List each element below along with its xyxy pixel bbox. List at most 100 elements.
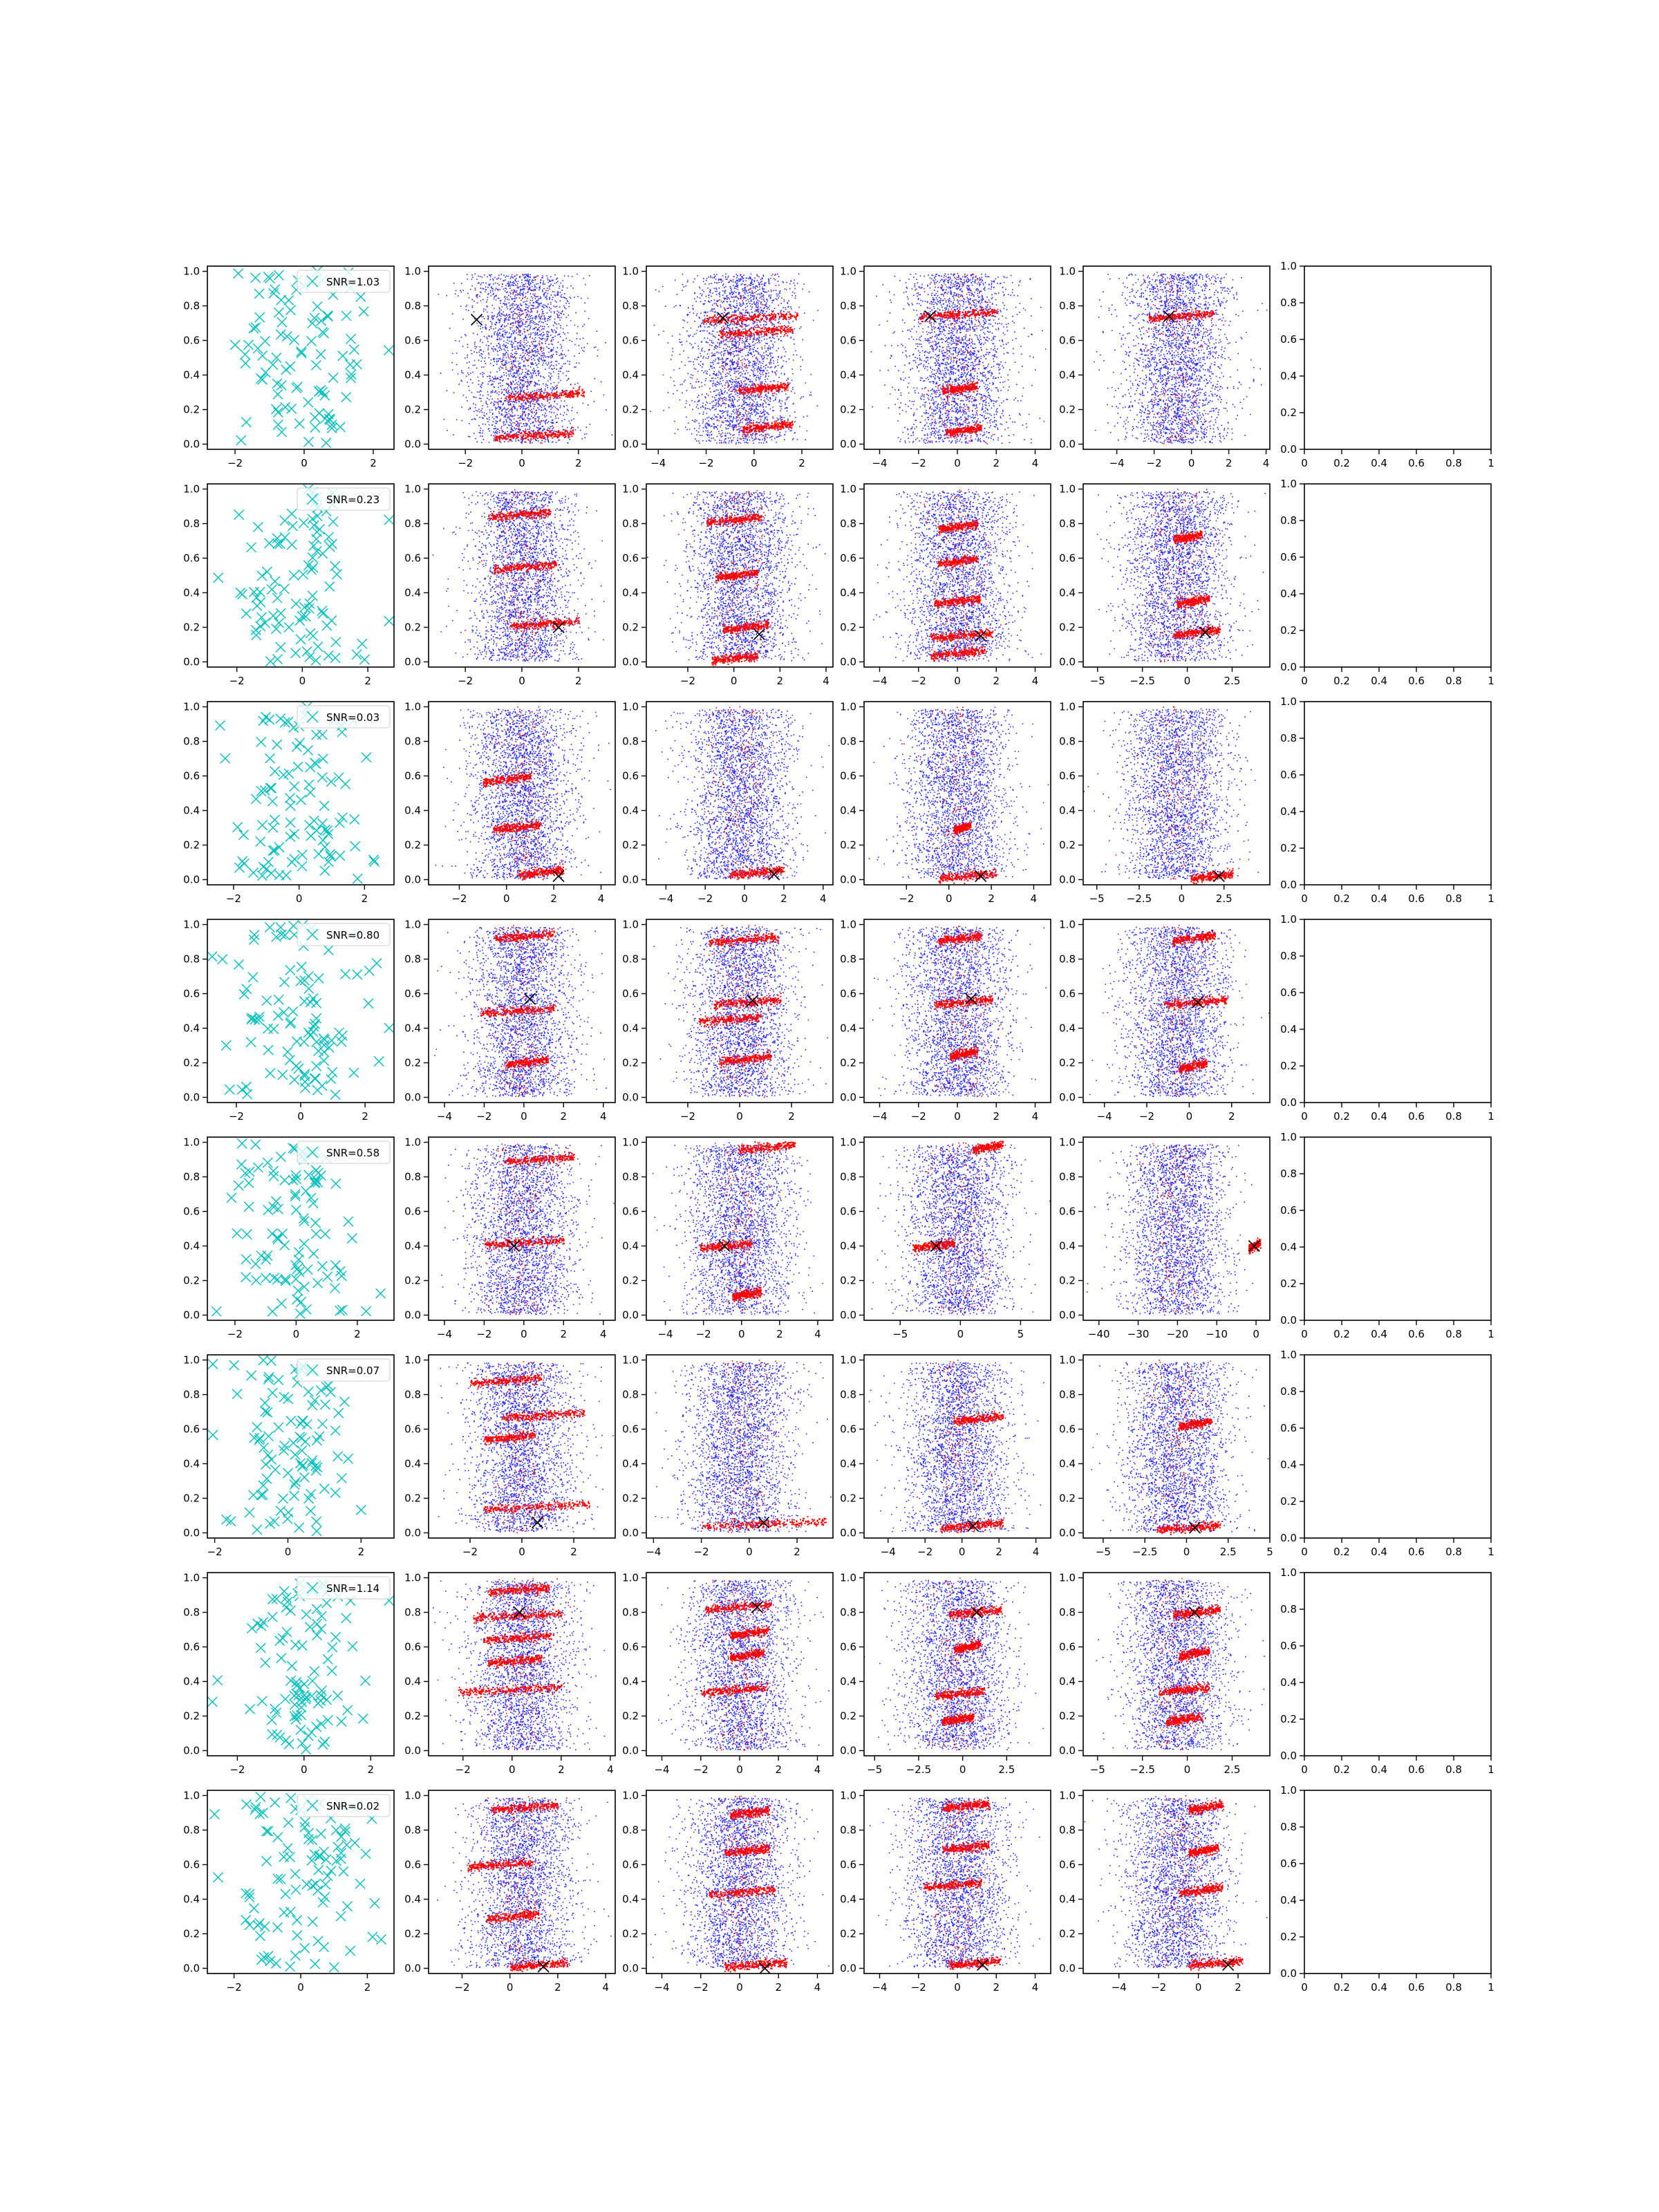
data-point bbox=[229, 339, 241, 350]
plot-area bbox=[650, 273, 818, 445]
data-point bbox=[303, 744, 314, 756]
data-point bbox=[229, 1360, 240, 1371]
data-point bbox=[343, 1216, 354, 1227]
data-point bbox=[316, 1624, 327, 1634]
data-point bbox=[266, 584, 277, 595]
mode-marker bbox=[971, 1606, 983, 1619]
data-point bbox=[315, 1170, 326, 1181]
y-tick-label: 0.0 bbox=[183, 1091, 200, 1104]
y-tick-label: 1.0 bbox=[840, 1354, 856, 1367]
data-point bbox=[270, 1196, 281, 1207]
legend-marker bbox=[306, 1146, 319, 1159]
data-point bbox=[335, 1853, 346, 1864]
x-tick-label: 0 bbox=[741, 892, 748, 905]
axes-frame bbox=[1082, 483, 1271, 668]
mode-marker bbox=[747, 994, 759, 1007]
data-point bbox=[247, 972, 259, 983]
data-point bbox=[251, 592, 262, 603]
x-tick-label: 4 bbox=[607, 1763, 614, 1776]
red-band bbox=[938, 519, 979, 535]
y-tick-label: 1.0 bbox=[1280, 478, 1297, 490]
y-tick-label: 0.2 bbox=[183, 1275, 200, 1287]
blue-samples bbox=[650, 1797, 830, 1968]
x-tick-label: 0.6 bbox=[1408, 457, 1425, 469]
subplot-r5-c2: −4 −2 0 2 4 0.0 0.2 0.4 0.6 0.8 1.0 bbox=[404, 1136, 616, 1340]
red-band bbox=[729, 865, 785, 880]
data-point bbox=[263, 856, 274, 868]
data-point bbox=[384, 1022, 394, 1033]
subplot-r1-c1: −2 0 2 0.0 0.2 0.4 0.6 0.8 1.0 SNR=1.03 bbox=[183, 265, 395, 469]
data-point bbox=[361, 752, 372, 763]
data-point bbox=[322, 1271, 333, 1282]
y-tick-label: 0.8 bbox=[622, 518, 639, 530]
data-point bbox=[250, 1258, 261, 1269]
data-point bbox=[268, 610, 279, 621]
data-point bbox=[251, 1275, 262, 1286]
data-point bbox=[294, 1308, 306, 1319]
x-tick-label: −2 bbox=[697, 892, 713, 905]
y-tick-label: 0.0 bbox=[622, 1962, 639, 1975]
red-band bbox=[488, 507, 552, 522]
data-point bbox=[276, 929, 287, 940]
x-tick-label: 2.5 bbox=[1220, 1546, 1237, 1558]
data-point bbox=[289, 1711, 300, 1722]
data-point bbox=[317, 606, 328, 617]
data-point bbox=[233, 1180, 244, 1191]
data-point bbox=[263, 1431, 274, 1442]
x-tick-label: 2.5 bbox=[998, 1763, 1015, 1776]
red-samples bbox=[1131, 1360, 1214, 1531]
red-band bbox=[487, 1654, 543, 1669]
data-point bbox=[256, 570, 268, 581]
y-tick-label: 0.4 bbox=[183, 1458, 200, 1470]
data-point bbox=[270, 1797, 281, 1808]
y-tick-label: 0.0 bbox=[1059, 874, 1076, 886]
data-point bbox=[336, 1831, 347, 1842]
data-point bbox=[279, 977, 290, 988]
data-point bbox=[236, 1159, 247, 1170]
red-band bbox=[704, 1600, 772, 1615]
plot-area bbox=[437, 1796, 612, 1973]
data-point bbox=[292, 1264, 303, 1275]
data-point bbox=[312, 1618, 323, 1629]
blue-samples bbox=[1084, 1797, 1268, 1968]
data-point bbox=[291, 382, 302, 393]
data-point bbox=[317, 753, 328, 765]
data-point bbox=[233, 959, 244, 970]
y-tick-label: 0.2 bbox=[1059, 1492, 1076, 1505]
data-point bbox=[256, 736, 267, 747]
x-tick-label: 0 bbox=[954, 1110, 961, 1123]
y-tick-label: 0.4 bbox=[840, 1676, 856, 1688]
data-point bbox=[275, 608, 286, 619]
y-tick-label: 0.8 bbox=[1059, 1824, 1076, 1837]
subplot-r3-c2: −2 0 2 4 0.0 0.2 0.4 0.6 0.8 1.0 bbox=[404, 701, 616, 905]
y-tick-label: 0.4 bbox=[1059, 369, 1076, 382]
x-tick-label: 0.2 bbox=[1333, 1110, 1350, 1123]
data-point bbox=[246, 1370, 257, 1381]
data-point bbox=[310, 1177, 321, 1188]
data-point bbox=[290, 1190, 301, 1201]
data-point bbox=[268, 1165, 279, 1177]
y-tick-label: 0.0 bbox=[622, 1091, 639, 1104]
data-point bbox=[310, 1073, 321, 1084]
x-tick-label: −2 bbox=[227, 457, 243, 469]
y-tick-label: 0.6 bbox=[622, 1859, 639, 1871]
x-tick-label: −4 bbox=[872, 675, 887, 687]
plot-area bbox=[438, 273, 613, 444]
data-point bbox=[303, 1493, 315, 1504]
y-tick-label: 0.6 bbox=[1059, 1641, 1076, 1653]
red-band bbox=[702, 1516, 827, 1531]
data-point bbox=[282, 1596, 293, 1607]
red-band bbox=[698, 1011, 762, 1029]
data-point bbox=[297, 850, 308, 861]
data-point bbox=[280, 1694, 291, 1705]
y-tick-label: 1.0 bbox=[183, 483, 200, 496]
data-point bbox=[270, 766, 281, 777]
x-tick-label: 2 bbox=[1228, 1110, 1235, 1123]
data-point bbox=[317, 1261, 328, 1272]
data-point bbox=[236, 435, 247, 446]
data-point bbox=[326, 615, 337, 626]
data-point bbox=[310, 1228, 321, 1239]
data-point bbox=[347, 1641, 358, 1652]
data-point bbox=[301, 646, 312, 657]
data-point bbox=[250, 624, 261, 635]
